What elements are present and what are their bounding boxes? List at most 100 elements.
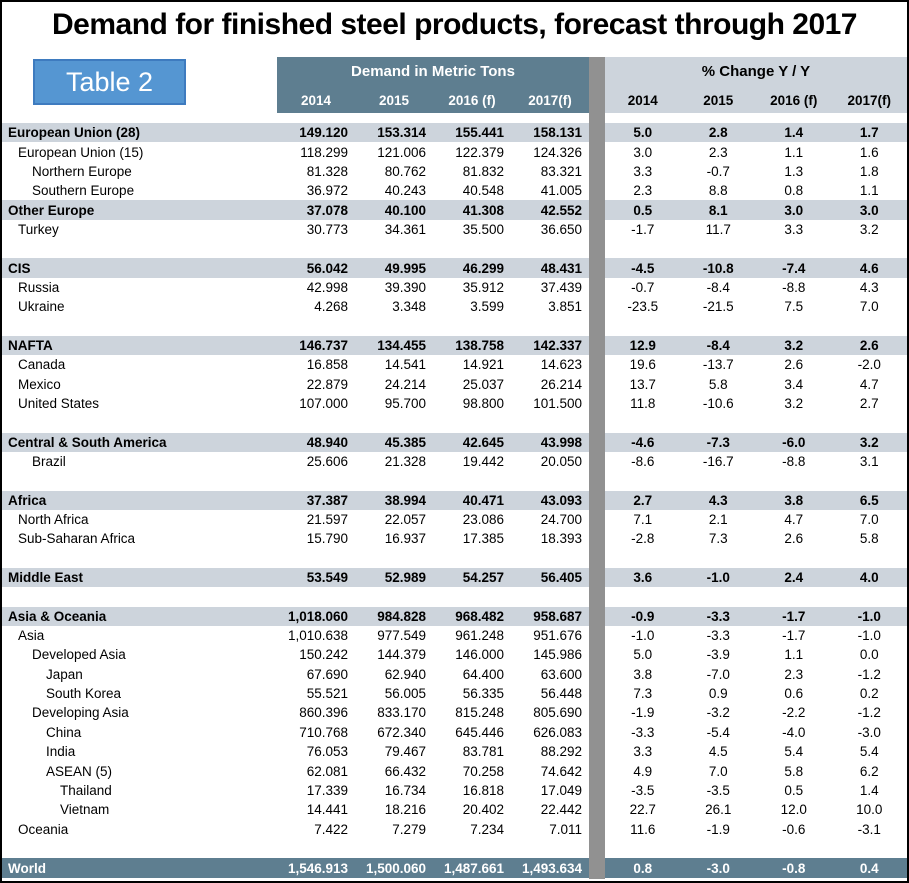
pct-change-value: 0.6 [784,686,804,702]
tons-value: 142.337 [533,337,582,353]
pct-change-value: -3.2 [706,705,730,721]
table-row: Canada 16.858 14.541 14.921 14.623 19.6 -13.7 2… [2,355,907,374]
table-row: Oceania 7.422 7.279 7.234 7.011 11.6 -1.9 -0.6 -… [2,819,907,838]
tons-value: 42.998 [306,279,348,295]
tons-value: 30.773 [306,221,348,237]
tons-value: 67.690 [306,666,348,682]
pct-change-value: 3.2 [859,221,879,237]
table-row: Developing Asia 860.396 833.170 815.248 805.… [2,703,907,722]
table-number-badge: Table 2 [33,59,186,105]
table-row: Brazil 25.606 21.328 19.442 20.050 -8.6 -16.7 -… [2,452,907,471]
pct-change-value: -1.0 [706,570,730,586]
pct-change-value: 2.4 [784,570,804,586]
region-label: European Union (28) [8,125,141,141]
pct-change-value: 3.0 [633,144,653,160]
region-label: Turkey [18,221,59,237]
tons-value: 22.879 [306,376,348,392]
tons-value: 48.431 [540,260,582,276]
pct-change-value: 7.0 [859,512,879,528]
pct-change-value: -8.8 [782,454,806,470]
tons-value: 14.623 [540,357,582,373]
pct-change-value: 4.7 [784,512,804,528]
tons-value: 40.548 [462,183,504,199]
region-label: Japan [46,666,83,682]
tons-value: 144.379 [377,647,426,663]
pct-change-value: -3.3 [631,724,655,740]
tons-group-label: Demand in Metric Tons [351,63,515,80]
tons-value: 833.170 [377,705,426,721]
tons-value: 626.083 [533,724,582,740]
tons-value: 79.467 [384,744,426,760]
region-label: Oceania [18,821,69,837]
pct-change-value: 22.7 [629,802,656,818]
region-label: Thailand [60,782,112,798]
region-label: NAFTA [8,337,53,353]
tons-value: 17.049 [540,782,582,798]
pct-change-value: -3.5 [706,782,730,798]
tons-value: 34.361 [384,221,426,237]
pct-change-value: 2.1 [708,512,728,528]
tons-value: 83.781 [462,744,504,760]
tons-value: 45.385 [384,434,426,450]
tons-header-group: Demand in Metric Tons 2014 2015 2016 (f)… [277,57,589,113]
pct-change-value: 6.5 [859,492,879,508]
table-row: Developed Asia 150.242 144.379 146.000 145.9… [2,645,907,664]
table-row: Other Europe 37.078 40.100 41.308 42.552 0.5 8… [2,200,907,220]
table-row: Southern Europe 36.972 40.243 40.548 41.005 2… [2,181,907,200]
tons-value: 63.600 [540,666,582,682]
pct-change-value: 6.2 [859,763,879,779]
pct-change-value: 3.4 [784,376,804,392]
tons-value: 805.690 [533,705,582,721]
pct-change-value: 7.3 [633,686,653,702]
tons-value: 961.248 [455,628,504,644]
tons-value: 41.005 [540,183,582,199]
pct-change-value: 3.2 [784,337,804,353]
pct-change-value: -1.9 [706,821,730,837]
region-label: Developing Asia [32,705,129,721]
tons-value: 672.340 [377,724,426,740]
table-row: European Union (28) 149.120 153.314 155.441… [2,123,907,143]
tons-value: 1,010.638 [287,628,348,644]
pct-change-value: 0.0 [859,647,879,663]
table-row: Asia & Oceania 1,018.060 984.828 968.482 958… [2,606,907,626]
tons-value: 18.216 [384,802,426,818]
table-row: Asia 1,010.638 977.549 961.248 951.676 -1.0 -3… [2,626,907,645]
tons-value: 55.521 [306,686,348,702]
table-row: Africa 37.387 38.994 40.471 43.093 2.7 4.3 3.8 6… [2,490,907,510]
tons-value: 25.606 [306,454,348,470]
tons-value: 150.242 [299,647,348,663]
pct-change-value: 0.8 [633,860,653,876]
pct-year-2015: 2015 [703,93,734,108]
pct-change-value: -2.8 [631,531,655,547]
pct-change-value: -21.5 [702,299,734,315]
tons-value: 145.986 [533,647,582,663]
tons-value: 41.308 [462,202,504,218]
pct-change-value: 7.3 [708,531,728,547]
tons-value: 7.234 [470,821,504,837]
tons-value: 36.650 [540,221,582,237]
region-label: Central & South America [8,434,167,450]
region-label: Brazil [32,454,66,470]
tons-value: 37.439 [540,279,582,295]
pct-change-value: -5.4 [706,724,730,740]
pct-change-value: 4.3 [859,279,879,295]
region-label: Canada [18,357,66,373]
region-label: ASEAN (5) [46,763,113,779]
tons-value: 958.687 [533,608,582,624]
table-row: China 710.768 672.340 645.446 626.083 -3.3 -5.… [2,723,907,742]
tons-value: 7.422 [314,821,348,837]
region-label: Asia [18,628,45,644]
pct-change-value: -3.3 [706,608,730,624]
pct-change-value: -6.0 [782,434,806,450]
tons-value: 40.471 [462,492,504,508]
spacer-row [2,471,907,490]
tons-year-2015: 2015 [378,93,410,108]
tons-value: 37.078 [306,202,348,218]
tons-value: 88.292 [540,744,582,760]
pct-change-value: -0.6 [782,821,806,837]
tons-value: 56.042 [306,260,348,276]
tons-value: 7.011 [549,821,582,837]
pct-change-value: -2.2 [782,705,806,721]
tons-value: 21.597 [306,512,348,528]
table-row: NAFTA 146.737 134.455 138.758 142.337 12.9 -8.… [2,335,907,356]
